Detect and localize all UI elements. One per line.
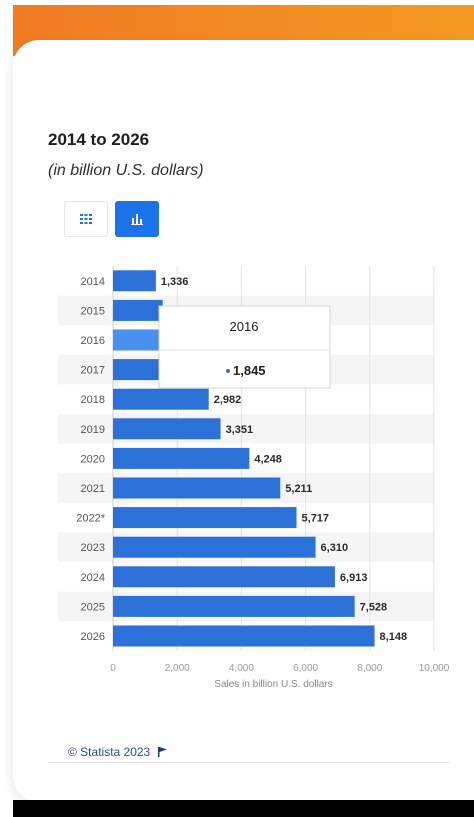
y-tick-label: 2019 bbox=[81, 424, 105, 436]
x-axis-label: Sales in billion U.S. dollars bbox=[214, 679, 332, 690]
tooltip-box bbox=[158, 305, 331, 389]
tooltip-series-dot bbox=[226, 369, 230, 373]
bar[interactable] bbox=[113, 566, 335, 588]
bottom-black-bar bbox=[13, 800, 474, 817]
chart-title: 2014 to 2026 bbox=[48, 130, 150, 149]
footer-divider bbox=[48, 762, 450, 763]
data-label: 6,310 bbox=[321, 542, 349, 554]
tooltip: 2016 1,845 bbox=[158, 305, 331, 389]
y-tick-label: 2016 bbox=[81, 335, 105, 347]
data-label: 1,336 bbox=[161, 276, 189, 288]
bar[interactable] bbox=[113, 329, 173, 351]
y-tick-label: 2015 bbox=[81, 305, 105, 317]
data-label: 6,913 bbox=[340, 572, 368, 584]
statista-source-link[interactable]: © Statista 2023 bbox=[68, 745, 151, 759]
data-label: 5,717 bbox=[302, 513, 330, 525]
bar[interactable] bbox=[113, 595, 355, 617]
bar-chart-view-toggle[interactable] bbox=[115, 201, 159, 237]
data-label: 5,211 bbox=[285, 483, 312, 495]
x-tick-label: 2,000 bbox=[165, 663, 190, 674]
bar[interactable] bbox=[113, 477, 281, 499]
x-tick-label: 0 bbox=[110, 663, 116, 674]
x-tick-label: 8,000 bbox=[357, 663, 382, 674]
bar[interactable] bbox=[113, 625, 375, 647]
bar[interactable] bbox=[113, 536, 316, 558]
table-view-toggle[interactable] bbox=[64, 201, 108, 237]
bar[interactable] bbox=[113, 270, 156, 292]
tooltip-title: 2016 bbox=[230, 319, 259, 334]
y-tick-label: 2020 bbox=[81, 453, 105, 465]
grid-icon bbox=[80, 214, 92, 224]
y-tick-label: 2014 bbox=[81, 276, 105, 288]
x-tick-label: 4,000 bbox=[229, 663, 254, 674]
x-tick-label: 6,000 bbox=[293, 663, 318, 674]
bar[interactable] bbox=[113, 447, 250, 469]
data-label: 4,248 bbox=[254, 453, 282, 465]
bar[interactable] bbox=[113, 388, 209, 410]
y-tick-label: 2021 bbox=[81, 483, 105, 495]
tooltip-value: 1,845 bbox=[233, 363, 266, 378]
bar-chart-icon bbox=[131, 214, 143, 225]
chart-subtitle: (in billion U.S. dollars) bbox=[48, 162, 204, 179]
flag-icon[interactable] bbox=[158, 747, 168, 757]
y-tick-label: 2018 bbox=[81, 394, 105, 406]
data-label: 7,528 bbox=[360, 601, 388, 613]
chart-footer: © Statista 2023 bbox=[68, 745, 168, 759]
data-label: 2,982 bbox=[214, 394, 242, 406]
y-tick-label: 2024 bbox=[81, 572, 105, 584]
bar[interactable] bbox=[113, 418, 221, 440]
x-tick-label: 10,000 bbox=[419, 663, 450, 674]
data-label: 8,148 bbox=[380, 631, 408, 643]
bar[interactable] bbox=[113, 507, 297, 529]
y-tick-label: 2026 bbox=[81, 631, 105, 643]
y-tick-label: 2022* bbox=[76, 513, 105, 525]
bar[interactable] bbox=[113, 299, 163, 321]
y-tick-label: 2025 bbox=[81, 601, 105, 613]
data-label: 3,351 bbox=[226, 424, 254, 436]
y-tick-label: 2017 bbox=[81, 365, 105, 377]
y-tick-label: 2023 bbox=[81, 542, 105, 554]
